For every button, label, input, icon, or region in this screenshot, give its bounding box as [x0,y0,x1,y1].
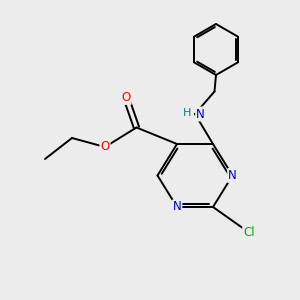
Text: H: H [182,107,191,118]
Text: O: O [100,140,109,154]
Text: O: O [122,91,130,104]
Text: Cl: Cl [243,226,255,239]
Text: N: N [172,200,182,214]
Text: N: N [228,169,237,182]
Text: N: N [196,107,205,121]
